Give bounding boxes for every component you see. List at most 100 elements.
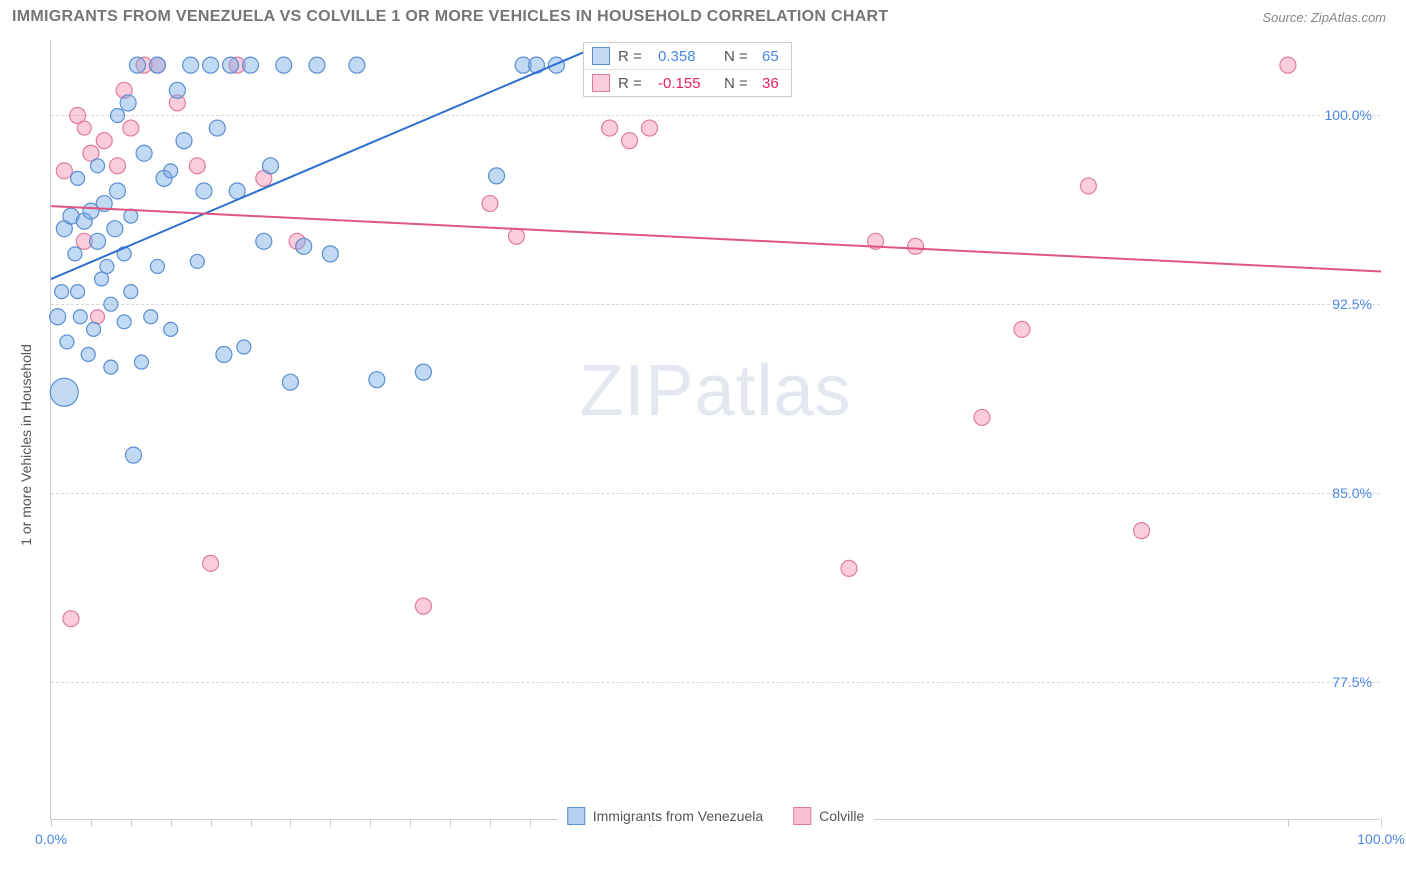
plot-area: ZIPatlas 77.5%85.0%92.5%100.0%0.0%100.0%… xyxy=(50,40,1380,820)
scatter-point xyxy=(110,183,126,199)
scatter-point xyxy=(237,340,251,354)
scatter-point xyxy=(95,272,109,286)
scatter-point xyxy=(111,108,125,122)
scatter-point xyxy=(415,364,431,380)
scatter-point xyxy=(63,611,79,627)
scatter-point xyxy=(136,145,152,161)
scatter-point xyxy=(56,163,72,179)
scatter-point xyxy=(96,133,112,149)
scatter-point xyxy=(134,355,148,369)
scatter-point xyxy=(90,233,106,249)
scatter-point xyxy=(91,159,105,173)
legend-n-label: N = xyxy=(724,75,754,92)
trend-line xyxy=(51,206,1381,271)
x-tick xyxy=(410,819,411,827)
scatter-point xyxy=(164,322,178,336)
scatter-point xyxy=(256,233,272,249)
scatter-point xyxy=(602,120,618,136)
legend-n-value: 65 xyxy=(762,48,779,65)
x-tick-label: 0.0% xyxy=(35,831,67,847)
scatter-point xyxy=(144,310,158,324)
scatter-point xyxy=(216,347,232,363)
scatter-point xyxy=(50,309,66,325)
scatter-point xyxy=(104,297,118,311)
scatter-point xyxy=(209,120,225,136)
x-tick xyxy=(290,819,291,827)
legend-r-label: R = xyxy=(618,75,650,92)
scatter-point xyxy=(203,555,219,571)
scatter-point xyxy=(190,254,204,268)
scatter-point xyxy=(71,285,85,299)
scatter-point xyxy=(120,95,136,111)
x-tick xyxy=(211,819,212,827)
x-tick xyxy=(330,819,331,827)
correlation-legend-row: R = 0.358 N = 65 xyxy=(584,43,791,69)
scatter-point xyxy=(68,247,82,261)
scatter-point xyxy=(125,447,141,463)
scatter-point xyxy=(349,57,365,73)
scatter-point xyxy=(282,374,298,390)
scatter-point xyxy=(77,121,91,135)
x-tick xyxy=(171,819,172,827)
scatter-point xyxy=(169,82,185,98)
scatter-point xyxy=(91,310,105,324)
legend-swatch xyxy=(592,74,610,92)
scatter-point xyxy=(107,221,123,237)
scatter-point xyxy=(841,560,857,576)
scatter-point xyxy=(296,238,312,254)
scatter-point xyxy=(489,168,505,184)
scatter-point xyxy=(482,196,498,212)
scatter-point xyxy=(415,598,431,614)
scatter-point xyxy=(183,57,199,73)
scatter-point xyxy=(243,57,259,73)
x-tick xyxy=(1288,819,1289,827)
x-tick xyxy=(490,819,491,827)
correlation-legend: R =0.358N =65R =-0.155N =36 xyxy=(583,42,792,97)
chart-source: Source: ZipAtlas.com xyxy=(1262,10,1386,25)
scatter-point xyxy=(974,409,990,425)
scatter-point xyxy=(1014,321,1030,337)
scatter-point xyxy=(176,133,192,149)
scatter-point xyxy=(164,164,178,178)
scatter-point xyxy=(150,259,164,273)
scatter-point xyxy=(509,228,525,244)
scatter-point xyxy=(100,259,114,273)
scatter-point xyxy=(189,158,205,174)
series-legend-label: Colville xyxy=(819,808,864,824)
scatter-point xyxy=(73,310,87,324)
scatter-point xyxy=(149,57,165,73)
legend-r-value: 0.358 xyxy=(658,48,716,65)
scatter-point xyxy=(124,285,138,299)
scatter-point xyxy=(322,246,338,262)
scatter-point xyxy=(81,348,95,362)
scatter-point xyxy=(548,57,564,73)
legend-n-label: N = xyxy=(724,48,754,65)
scatter-point xyxy=(369,372,385,388)
scatter-point xyxy=(110,158,126,174)
x-tick xyxy=(370,819,371,827)
series-legend: Immigrants from VenezuelaColville xyxy=(557,807,875,825)
scatter-point xyxy=(262,158,278,174)
scatter-point xyxy=(1280,57,1296,73)
scatter-point xyxy=(104,360,118,374)
series-legend-item: Colville xyxy=(793,807,864,825)
legend-r-label: R = xyxy=(618,48,650,65)
legend-swatch xyxy=(793,807,811,825)
scatter-point xyxy=(87,322,101,336)
scatter-point xyxy=(60,335,74,349)
x-tick xyxy=(51,819,52,827)
y-axis-label: 1 or more Vehicles in Household xyxy=(18,344,34,546)
scatter-point xyxy=(55,285,69,299)
scatter-point xyxy=(622,133,638,149)
x-tick xyxy=(131,819,132,827)
x-tick xyxy=(1381,819,1382,827)
legend-r-value: -0.155 xyxy=(658,75,716,92)
x-tick-label: 100.0% xyxy=(1357,831,1404,847)
scatter-point xyxy=(1134,523,1150,539)
scatter-point xyxy=(642,120,658,136)
scatter-point xyxy=(50,378,78,406)
legend-swatch xyxy=(592,47,610,65)
scatter-point xyxy=(117,315,131,329)
x-tick xyxy=(251,819,252,827)
scatter-point xyxy=(276,57,292,73)
